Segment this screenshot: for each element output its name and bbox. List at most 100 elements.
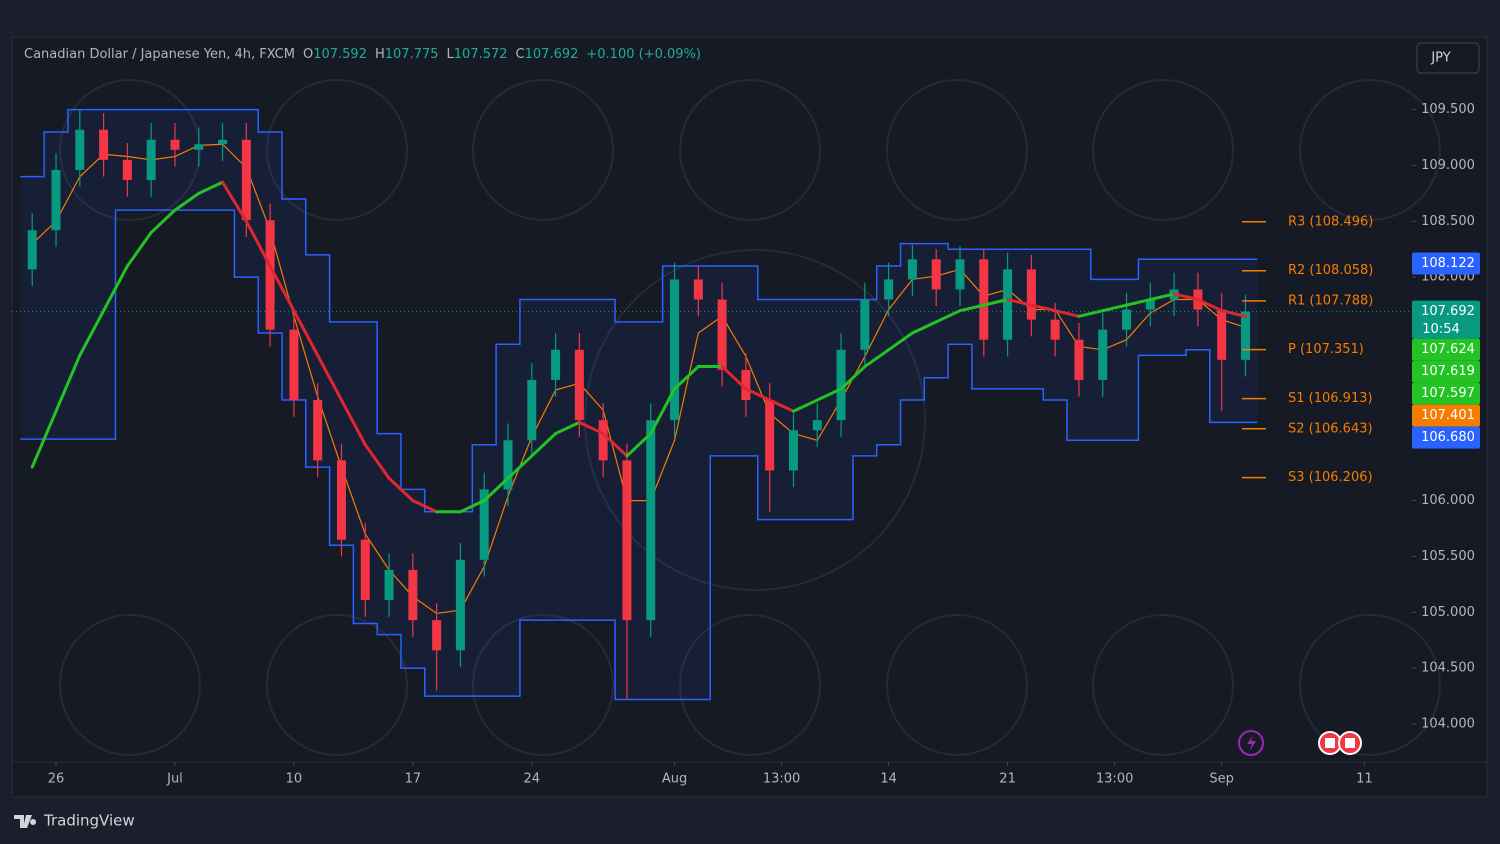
candle-body <box>1074 339 1084 380</box>
price-tag <box>1412 338 1480 361</box>
slow-ma-segment <box>530 432 558 458</box>
candle-body <box>146 139 156 180</box>
ohlc-value: 107.592 <box>313 47 367 62</box>
x-tick-label: 24 <box>524 772 541 787</box>
slow-ma-segment <box>649 387 677 436</box>
ohlc-value: 107.572 <box>453 47 508 62</box>
candle-body <box>884 279 894 300</box>
candle-body <box>218 139 228 145</box>
ohlc-key: L <box>446 47 454 62</box>
candle-body <box>551 349 561 380</box>
brand-logo <box>14 815 37 828</box>
candle-body <box>979 259 989 340</box>
candle-body <box>622 460 632 621</box>
change: +0.100 (+0.09%) <box>586 47 701 62</box>
slow-ma-segment <box>1125 298 1152 307</box>
y-tick-label: 106.000 <box>1421 493 1475 508</box>
price-tag <box>1412 252 1480 275</box>
candle-body <box>931 259 941 290</box>
price-tag-label: 108.122 <box>1421 256 1475 271</box>
price-tag-label: 106.680 <box>1421 430 1475 445</box>
candle-body <box>99 129 109 160</box>
candle-body <box>812 420 822 431</box>
pivot-label: R3 (108.496) <box>1288 214 1373 229</box>
slow-ma-segment <box>673 365 700 391</box>
slow-ma-segment <box>863 348 891 369</box>
candle-body <box>1003 269 1013 340</box>
candle-body <box>1050 319 1060 340</box>
x-tick-label: 21 <box>999 772 1016 787</box>
slow-ma-segment <box>1101 303 1129 313</box>
pivot-label: S2 (106.643) <box>1288 421 1373 436</box>
y-tick-label: 109.500 <box>1421 102 1475 117</box>
legend-header: Canadian Dollar / Japanese Yen, 4h, FXCM… <box>24 47 709 62</box>
slow-ma-segment <box>54 353 82 413</box>
slow-ma-segment <box>601 432 629 458</box>
ohlc-key: C <box>515 47 525 62</box>
price-tag-label: 107.692 <box>1421 304 1475 319</box>
price-tag <box>1412 360 1480 383</box>
y-tick-label: 104.500 <box>1421 661 1475 676</box>
pivot-label: S3 (106.206) <box>1288 470 1373 485</box>
candle-body <box>51 169 61 231</box>
pivot-label: R2 (108.058) <box>1288 263 1373 278</box>
candle-body <box>432 620 442 651</box>
event-icon[interactable] <box>1238 730 1264 756</box>
price-tag-label: 107.624 <box>1421 342 1475 357</box>
slow-ma-segment <box>910 320 938 335</box>
ohlc-value: 107.775 <box>384 47 439 62</box>
candle-body <box>788 430 798 471</box>
flag-center <box>1325 738 1335 748</box>
slow-ma-segment <box>791 398 819 413</box>
slow-ma-segment <box>30 409 58 469</box>
plot-area <box>20 108 1258 701</box>
price-tag <box>1412 404 1480 427</box>
candle-body <box>836 349 846 421</box>
price-tag <box>1412 382 1480 405</box>
candle-body <box>27 230 37 270</box>
price-tag-label: 107.597 <box>1421 386 1475 401</box>
slow-ma-segment <box>982 298 1010 307</box>
x-tick-label: 17 <box>405 772 422 787</box>
slow-ma-segment <box>1172 292 1200 302</box>
slow-ma-segment <box>292 309 320 357</box>
slow-ma-segment <box>887 331 914 352</box>
candle-body <box>955 259 965 290</box>
slow-ma-segment <box>173 191 201 212</box>
candle-body <box>860 299 870 350</box>
candle-body <box>408 569 418 621</box>
candle-body <box>313 400 323 461</box>
fast-ma <box>31 143 1246 615</box>
ohlc-value: 107.692 <box>524 47 579 62</box>
candle-body <box>1098 329 1108 380</box>
candle-body <box>1240 311 1250 360</box>
price-tag-label: 107.619 <box>1421 364 1475 379</box>
slow-ma-segment <box>1148 292 1176 302</box>
ohlc-key: H <box>374 47 385 62</box>
slow-ma-segment <box>577 420 605 436</box>
candle-body <box>241 139 251 221</box>
candle-body <box>455 559 465 651</box>
slow-ma-segment <box>934 309 962 324</box>
candle-body <box>336 460 346 540</box>
price-tag-label: 107.401 <box>1421 408 1475 423</box>
candle-body <box>289 329 299 401</box>
slow-ma-segment <box>1029 303 1057 313</box>
candle-body <box>670 279 680 421</box>
x-tick-label: 10 <box>286 772 303 787</box>
slow-ma-segment <box>387 476 415 503</box>
candle-body <box>598 420 608 461</box>
pivot-label: S1 (106.913) <box>1288 391 1373 406</box>
pivot-label: R1 (107.788) <box>1288 293 1373 308</box>
slow-ma-segment <box>458 499 486 514</box>
currency-label: JPY <box>1430 51 1450 66</box>
candle-body <box>907 259 917 280</box>
countdown: 10:54 <box>1422 322 1459 337</box>
currency-button[interactable] <box>1416 42 1480 74</box>
candle-body <box>384 569 394 601</box>
candle-body <box>194 144 204 150</box>
candle-body <box>1217 309 1227 360</box>
watermarks <box>59 79 1441 756</box>
slow-ma-segment <box>839 365 867 391</box>
x-tick-label: 26 <box>48 772 65 787</box>
